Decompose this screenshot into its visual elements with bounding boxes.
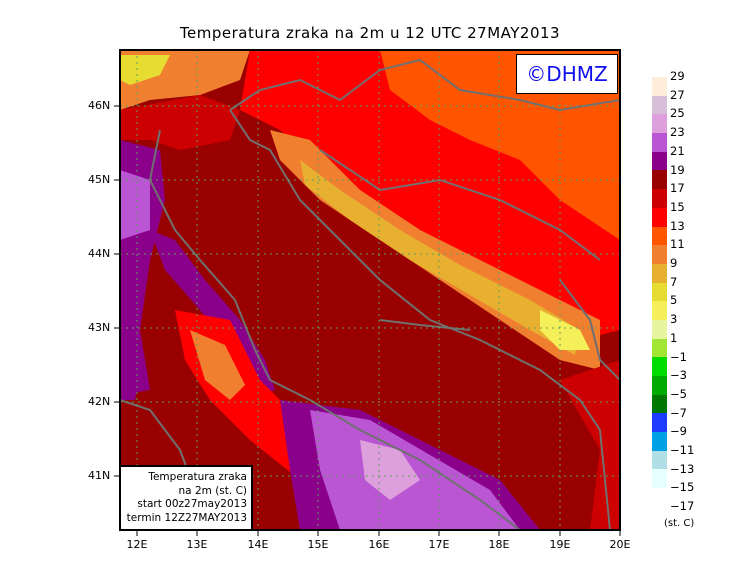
legend-color-box xyxy=(652,95,667,115)
legend-label: 23 xyxy=(670,125,685,140)
legend-label: 21 xyxy=(670,143,685,158)
map-frame xyxy=(119,49,621,531)
legend-label: 13 xyxy=(670,218,685,233)
field-apennines-orange xyxy=(190,330,245,400)
legend-label: −5 xyxy=(670,386,687,401)
legend-label: −9 xyxy=(670,424,687,439)
lon-label: 16E xyxy=(368,538,390,551)
lat-label: 43N xyxy=(88,321,111,334)
legend-label: −7 xyxy=(670,405,687,420)
info-line: termin 12Z27MAY2013 xyxy=(126,511,247,524)
legend-label: 25 xyxy=(670,106,685,121)
field-alps-yellow xyxy=(120,55,170,85)
field-inland-orange xyxy=(380,50,620,240)
field-ridge-lightyellow xyxy=(540,310,590,350)
legend-label: 29 xyxy=(670,69,685,83)
legend-label: 11 xyxy=(670,237,685,252)
legend-label: 17 xyxy=(670,181,685,196)
legend-color-box xyxy=(652,114,667,134)
legend-color-box xyxy=(652,301,667,320)
legend-color-box xyxy=(652,189,667,208)
legend-label: 15 xyxy=(670,199,685,214)
legend-color-box xyxy=(652,394,667,414)
legend-color-box xyxy=(652,432,667,451)
legend-label: 5 xyxy=(670,293,678,308)
legend-label: 27 xyxy=(670,87,685,102)
legend-label: 1 xyxy=(670,330,678,345)
legend-color-box xyxy=(652,376,667,395)
lon-label: 20E xyxy=(609,538,631,551)
legend-label: −13 xyxy=(670,461,695,476)
legend-color-box xyxy=(652,226,667,246)
axis-ticks xyxy=(114,105,621,536)
lat-label: 42N xyxy=(88,395,111,408)
info-box: Temperatura zraka na 2m (st. C) start 00… xyxy=(121,465,253,529)
legend-color-box xyxy=(652,77,667,96)
info-line: Temperatura zraka xyxy=(148,471,247,483)
info-line: na 2m (st. C) xyxy=(178,484,247,497)
lat-label: 45N xyxy=(88,173,111,186)
field-north-italy-red xyxy=(120,95,240,150)
field-south-sea-plum xyxy=(360,440,420,500)
legend-unit: (st. C) xyxy=(664,518,695,529)
legend-color-box xyxy=(652,263,667,283)
legend-color-box xyxy=(652,151,667,171)
legend-label: −15 xyxy=(670,480,695,495)
legend-label: 9 xyxy=(670,256,678,270)
lat-label: 41N xyxy=(88,469,111,482)
legend-color-box xyxy=(652,319,667,339)
legend-color-box xyxy=(652,357,667,376)
color-legend: 29 27 25 23 21 19 17 15 13 11 9 7 5 3 1 −1 −3 −5 −7 −9 −11 −1… xyxy=(652,69,694,513)
field-south-sea-orchid xyxy=(310,410,520,530)
legend-color-box xyxy=(652,133,667,152)
legend-color-box xyxy=(652,413,667,433)
legend-label: −1 xyxy=(670,349,687,364)
graticule xyxy=(120,50,620,530)
legend-color-box xyxy=(652,245,667,264)
field-ridge-yellow xyxy=(300,160,580,355)
dhmz-logo: ©DHMZ xyxy=(516,54,618,94)
legend-label: 3 xyxy=(670,312,678,327)
lon-label: 13E xyxy=(186,538,208,551)
legend-color-box xyxy=(652,338,667,358)
legend-color-box xyxy=(652,282,667,302)
legend-color-box xyxy=(652,170,667,190)
lon-label: 17E xyxy=(428,538,450,551)
map-title: Temperatura zraka na 2m u 12 UTC 27MAY20… xyxy=(179,24,561,42)
lon-label: 12E xyxy=(126,538,148,551)
legend-label: −17 xyxy=(670,499,695,514)
field-tyrrhenian-purple xyxy=(120,370,140,400)
lon-label: 15E xyxy=(307,538,329,551)
legend-label: 7 xyxy=(670,274,678,289)
legend-color-box xyxy=(652,469,667,489)
lat-label: 46N xyxy=(88,99,111,112)
legend-label: −3 xyxy=(670,368,687,383)
field-west-sea-orchid xyxy=(120,170,150,240)
lon-label: 14E xyxy=(247,538,269,551)
legend-color-box xyxy=(652,450,667,470)
info-line: start 00z27may2013 xyxy=(137,498,247,510)
legend-label: 19 xyxy=(670,162,685,177)
lon-label: 18E xyxy=(488,538,510,551)
legend-label: −11 xyxy=(670,443,695,457)
lat-label: 44N xyxy=(88,247,111,260)
lon-label: 19E xyxy=(549,538,571,551)
legend-color-box xyxy=(652,207,667,227)
